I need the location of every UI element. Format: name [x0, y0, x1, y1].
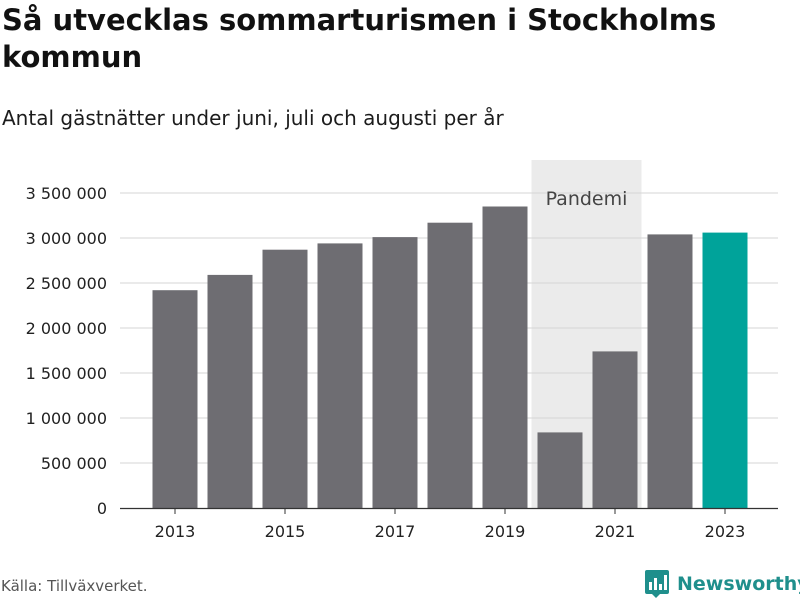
chart-title: Så utvecklas sommarturismen i Stockholms…	[2, 3, 717, 74]
y-tick-label: 1 500 000	[26, 364, 107, 383]
bar-2020	[537, 432, 583, 508]
y-tick-label: 2 000 000	[26, 319, 107, 338]
brand-logo: Newsworthy	[644, 569, 800, 599]
bar-2014	[207, 274, 253, 508]
y-tick-label: 2 500 000	[26, 274, 107, 293]
x-tick-label: 2013	[155, 522, 196, 541]
y-tick-label: 3 500 000	[26, 184, 107, 203]
x-tick-label: 2019	[485, 522, 526, 541]
bar-2023	[702, 232, 748, 508]
source-note: Källa: Tillväxverket.	[1, 577, 148, 595]
bar-chart-speech-bubble-icon	[645, 570, 669, 598]
x-tick-label: 2017	[375, 522, 416, 541]
bar-2018	[427, 222, 473, 508]
y-tick-label: 500 000	[41, 454, 107, 473]
brand-name: Newsworthy	[677, 573, 800, 595]
bar-2022	[647, 234, 693, 508]
bar-2016	[317, 243, 363, 508]
chart-subtitle: Antal gästnätter under juni, juli och au…	[2, 106, 504, 130]
bar-2015	[262, 249, 308, 508]
bar-2013	[152, 290, 198, 508]
bar-2019	[482, 206, 528, 508]
x-tick-label: 2015	[265, 522, 306, 541]
y-tick-label: 1 000 000	[26, 409, 107, 428]
x-tick-label: 2021	[595, 522, 636, 541]
x-tick-label: 2023	[705, 522, 746, 541]
pandemic-label: Pandemi	[546, 188, 628, 210]
bar-2021	[592, 351, 638, 508]
y-tick-label: 0	[97, 499, 107, 518]
bar-2017	[372, 237, 418, 508]
y-tick-label: 3 000 000	[26, 229, 107, 248]
